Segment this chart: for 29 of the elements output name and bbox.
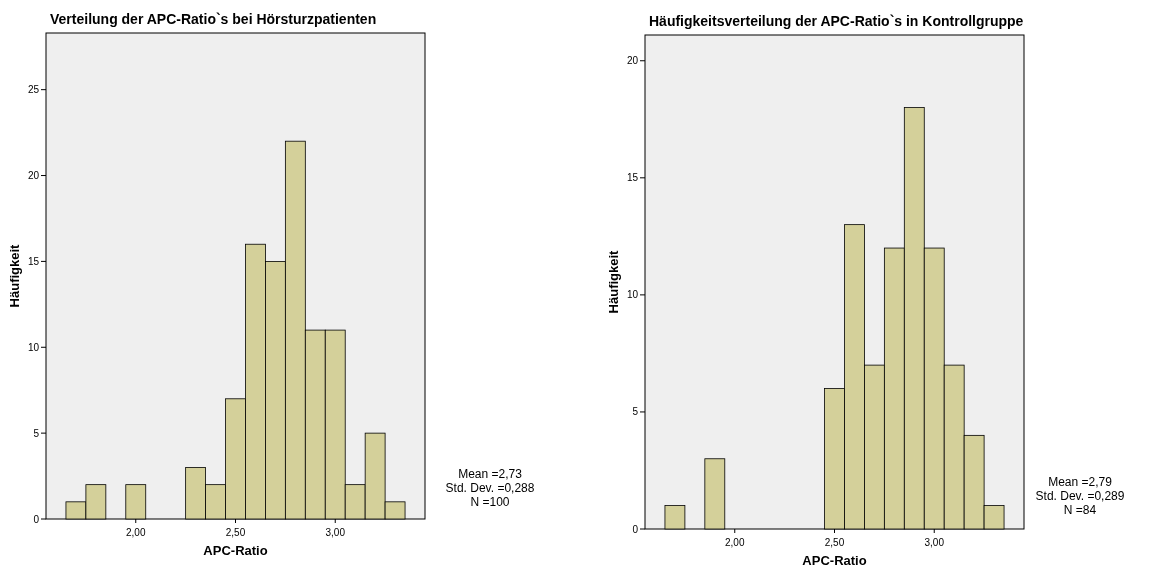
y-tick-label: 10	[27, 341, 40, 353]
chart-title: Verteilung der APC-Ratio`s bei Hörsturzpatienten	[50, 11, 377, 27]
y-tick-label: 0	[33, 513, 40, 525]
y-tick-label: 5	[632, 406, 639, 418]
y-tick-label: 0	[632, 523, 639, 535]
text: Std. Dev. =0,289	[1035, 489, 1125, 503]
y-tick-label: 20	[626, 55, 639, 67]
y-tick-label: 5	[33, 427, 40, 439]
y-tick-label: 15	[27, 255, 40, 267]
chart-title: Häufigkeitsverteilung der APC-Ratio`s in Kontrollgruppe	[649, 13, 1024, 29]
text: N =100	[470, 495, 510, 509]
x-tick-label: 2,00	[126, 527, 146, 538]
x-axis-title: APC-Ratio	[203, 543, 268, 558]
y-tick-label: 20	[27, 170, 40, 182]
y-axis-title: Häufigkeit	[7, 243, 22, 308]
x-tick-label: 2,50	[824, 537, 845, 548]
x-axis-title: APC-Ratio	[802, 553, 867, 568]
text: Std. Dev. =0,288	[445, 481, 535, 495]
x-tick-label: 2,00	[725, 537, 745, 548]
text: N =84	[1063, 503, 1097, 517]
x-tick-label: 3,00	[924, 537, 945, 548]
text: Mean =2,79	[1048, 475, 1113, 489]
text: Mean =2,73	[458, 467, 523, 481]
x-tick-label: 2,50	[225, 527, 246, 538]
x-tick-label: 3,00	[325, 527, 346, 538]
y-tick-label: 10	[626, 289, 639, 301]
y-axis-title: Häufigkeit	[606, 249, 621, 314]
y-tick-label: 15	[626, 172, 639, 184]
y-tick-label: 25	[27, 84, 40, 96]
